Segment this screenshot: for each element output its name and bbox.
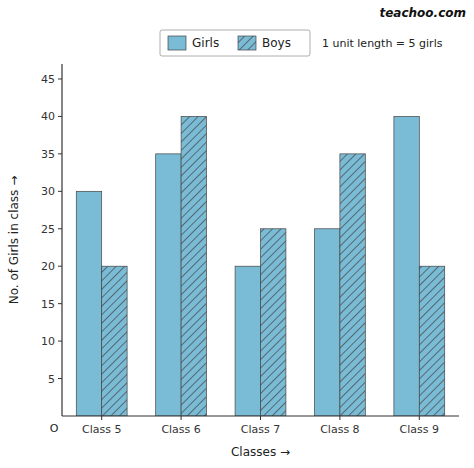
- legend-label: Boys: [262, 36, 291, 50]
- x-tick: [339, 416, 340, 420]
- y-tick: [58, 378, 62, 379]
- y-tick-label: 5: [48, 373, 55, 386]
- bar: [394, 116, 419, 416]
- x-axis-label: Classes →: [231, 445, 290, 459]
- legend-swatch: [168, 36, 186, 50]
- bar: [76, 191, 101, 416]
- x-tick-label: Class 8: [320, 423, 359, 436]
- x-tick: [419, 416, 420, 420]
- bar: [181, 116, 206, 416]
- bar: [314, 229, 339, 416]
- origin-label: O: [50, 422, 59, 435]
- legend-label: Girls: [192, 36, 219, 50]
- x-tick-label: Class 9: [400, 423, 439, 436]
- y-axis-label: No. of Girls in class →: [7, 176, 21, 305]
- y-tick-label: 35: [41, 148, 55, 161]
- title: teachoo.com: [379, 6, 466, 20]
- y-tick-label: 30: [41, 185, 55, 198]
- x-tick: [181, 416, 182, 420]
- y-tick-label: 25: [41, 223, 55, 236]
- y-tick: [58, 153, 62, 154]
- x-tick: [101, 416, 102, 420]
- bar: [419, 266, 444, 416]
- y-tick-label: 40: [41, 110, 55, 123]
- bars: [76, 116, 444, 416]
- bar: [156, 154, 181, 416]
- x-tick-label: Class 7: [241, 423, 280, 436]
- x-tick-label: Class 6: [161, 423, 200, 436]
- y-tick: [58, 266, 62, 267]
- y-tick-label: 15: [41, 298, 55, 311]
- x-tick: [260, 416, 261, 420]
- legend: Girls Boys: [160, 30, 310, 56]
- annotation: 1 unit length = 5 girls: [322, 37, 443, 50]
- y-tick-label: 10: [41, 335, 55, 348]
- bar: [235, 266, 260, 416]
- y-tick: [58, 116, 62, 117]
- y-tick-label: 20: [41, 260, 55, 273]
- bar: [102, 266, 127, 416]
- chart: 5 10 15 20 25 30 35 40 45 Class 5 Class 6 Class 7 Cl…: [0, 0, 474, 468]
- bar: [340, 154, 365, 416]
- y-tick: [58, 191, 62, 192]
- y-tick: [58, 303, 62, 304]
- legend-frame: [160, 30, 310, 56]
- bar: [261, 229, 286, 416]
- y-tick-label: 45: [41, 73, 55, 86]
- y-tick: [58, 341, 62, 342]
- y-tick: [58, 78, 62, 79]
- x-tick-label: Class 5: [82, 423, 121, 436]
- legend-swatch: [238, 36, 256, 50]
- y-tick: [58, 228, 62, 229]
